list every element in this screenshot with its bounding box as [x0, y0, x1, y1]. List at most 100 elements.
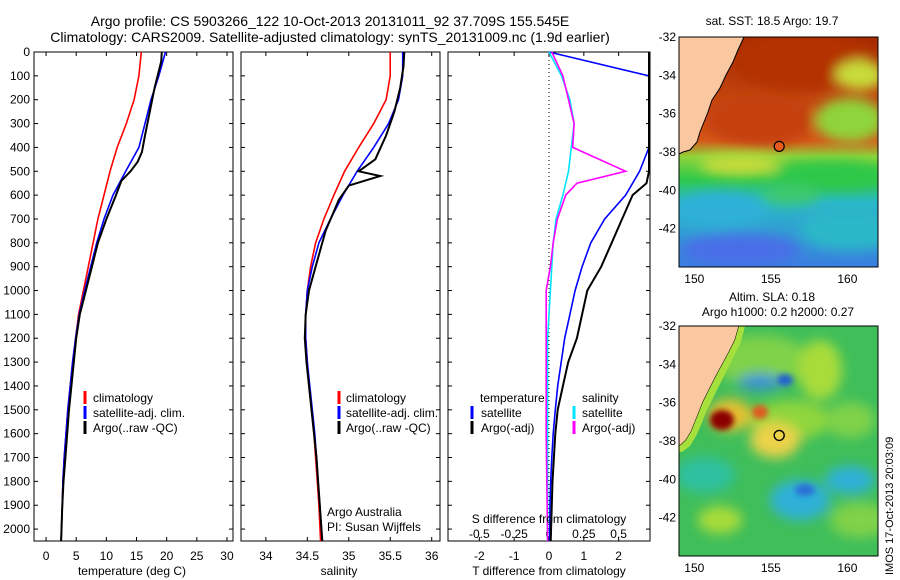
argo-location-marker — [773, 429, 785, 442]
series-line-argo-raw-qc — [60, 51, 163, 542]
depth-tick-label: 300 — [10, 117, 30, 131]
legend-label-s-satellite: satellite — [582, 406, 623, 420]
depth-tick-label: 600 — [10, 188, 30, 202]
legend-label-satellite: satellite-adj. clim. — [93, 406, 185, 420]
x-tick-label: -2 — [474, 549, 485, 563]
depth-tick-label: 700 — [10, 212, 30, 226]
lat-tick-label: -40 — [659, 183, 677, 197]
s-diff-tick-label: -0.25 — [500, 527, 528, 541]
depth-tick-label: 1100 — [4, 307, 30, 321]
annotation-argo-australia: Argo Australia — [327, 505, 402, 519]
lat-tick-label: -40 — [659, 472, 677, 486]
depth-tick-label: 1200 — [3, 331, 30, 345]
lon-tick-label: 150 — [684, 272, 704, 286]
lat-tick-label: -32 — [659, 319, 677, 333]
depth-tick-label: 1500 — [3, 403, 30, 417]
legend-label-t-argo: Argo(-adj) — [481, 421, 534, 435]
x-tick-label: 36 — [425, 549, 439, 563]
x-tick-label: 30 — [220, 549, 234, 563]
x-tick-label: 34 — [259, 549, 273, 563]
legend-title-temperature: temperature — [480, 391, 545, 405]
header-line-2: Climatology: CARS2009. Satellite-adjuste… — [50, 29, 610, 45]
x-tick-label: 5 — [73, 549, 80, 563]
legend-label-s-argo: Argo(-adj) — [582, 421, 635, 435]
lat-tick-label: -42 — [659, 511, 677, 525]
sla-map-frame — [678, 325, 879, 557]
salinity-legend: climatology satellite-adj. clim. Argo(..… — [337, 391, 438, 435]
depth-tick-label: 2000 — [3, 522, 30, 536]
argo-location-marker — [773, 140, 785, 152]
lat-tick-label: -38 — [659, 434, 677, 448]
t-difference-axis-label: T difference from climatology — [472, 564, 626, 578]
legend-label-t-satellite: satellite — [481, 406, 522, 420]
s-diff-tick-label: -0.5 — [469, 527, 490, 541]
depth-tick-label: 1000 — [3, 284, 30, 298]
series-line-satellite-adj-clim — [60, 51, 167, 542]
x-tick-label: 0 — [546, 549, 553, 563]
x-tick-label: 34.5 — [296, 549, 320, 563]
depth-tick-label: 1900 — [3, 498, 30, 512]
x-tick-label: 15 — [130, 549, 144, 563]
shelf-band — [679, 326, 745, 452]
depth-tick-label: 1300 — [3, 355, 30, 369]
depth-tick-label: 1400 — [3, 379, 30, 393]
depth-tick-label: 500 — [10, 164, 30, 178]
sla-map — [679, 326, 878, 556]
lon-tick-label: 155 — [761, 272, 781, 286]
lon-tick-label: 155 — [761, 561, 781, 575]
legend-label-climatology: climatology — [93, 391, 153, 405]
x-tick-label: 20 — [160, 549, 174, 563]
depth-tick-label: 400 — [10, 140, 30, 154]
s-diff-tick-label: 0.25 — [572, 527, 596, 541]
series-line-satellite-t — [548, 51, 650, 542]
legend-title-salinity: salinity — [582, 391, 619, 405]
series-line-argo-adj-t — [549, 52, 650, 542]
salinity-panel — [240, 51, 441, 542]
s-diff-tick-label: 0.5 — [610, 527, 627, 541]
depth-tick-label: 200 — [10, 93, 30, 107]
series-line-satellite-adj-clim — [304, 52, 404, 542]
lat-tick-label: -34 — [659, 357, 677, 371]
depth-tick-label: 800 — [10, 236, 30, 250]
sla-map-title: Altim. SLA: 0.18 — [729, 290, 815, 304]
salinity-axis-label: salinity — [321, 564, 358, 578]
depth-tick-label: 1700 — [3, 451, 30, 465]
lat-tick-label: -32 — [659, 30, 677, 44]
series-line-climatology — [60, 51, 143, 542]
x-tick-label: 10 — [100, 549, 114, 563]
lat-tick-label: -36 — [659, 107, 677, 121]
lat-tick-label: -38 — [659, 145, 677, 159]
legend-label-satellite: satellite-adj. clim. — [346, 406, 438, 420]
depth-tick-label: 0 — [23, 45, 30, 59]
depth-tick-label: 1600 — [3, 427, 30, 441]
lon-tick-label: 160 — [837, 272, 857, 286]
lat-tick-label: -42 — [659, 222, 677, 236]
series-line-argo-adj-s — [545, 51, 629, 542]
lon-tick-label: 160 — [837, 561, 857, 575]
series-line-argo-raw-qc — [303, 51, 406, 542]
lon-tick-label: 150 — [684, 561, 704, 575]
lat-tick-label: -36 — [659, 396, 677, 410]
sst-map — [679, 37, 878, 267]
depth-tick-label: 900 — [10, 260, 30, 274]
timestamp-stamp: IMOS 17-Oct-2013 20:03:09 — [884, 436, 896, 575]
temperature-panel — [33, 51, 234, 542]
x-tick-label: -1 — [509, 549, 520, 563]
series-line-climatology — [304, 52, 392, 542]
sst-map-frame — [678, 36, 879, 268]
x-tick-label: 35 — [342, 549, 356, 563]
legend-label-argo: Argo(..raw -QC) — [93, 421, 178, 435]
x-tick-label: 2 — [615, 549, 622, 563]
temperature-axis-label: temperature (deg C) — [78, 564, 186, 578]
x-tick-label: 1 — [580, 549, 587, 563]
temperature-legend: climatology satellite-adj. clim. Argo(..… — [83, 391, 185, 435]
x-tick-label: 35.5 — [379, 549, 403, 563]
x-tick-label: 25 — [190, 549, 204, 563]
depth-tick-label: 100 — [10, 69, 30, 83]
difference-legend: temperature salinity satellite Argo(-adj… — [470, 391, 635, 435]
annotation-pi: PI: Susan Wijffels — [327, 520, 421, 534]
legend-label-argo: Argo(..raw -QC) — [346, 421, 431, 435]
x-tick-label: 0 — [43, 549, 50, 563]
sla-map-subtitle: Argo h1000: 0.2 h2000: 0.27 — [702, 305, 854, 319]
